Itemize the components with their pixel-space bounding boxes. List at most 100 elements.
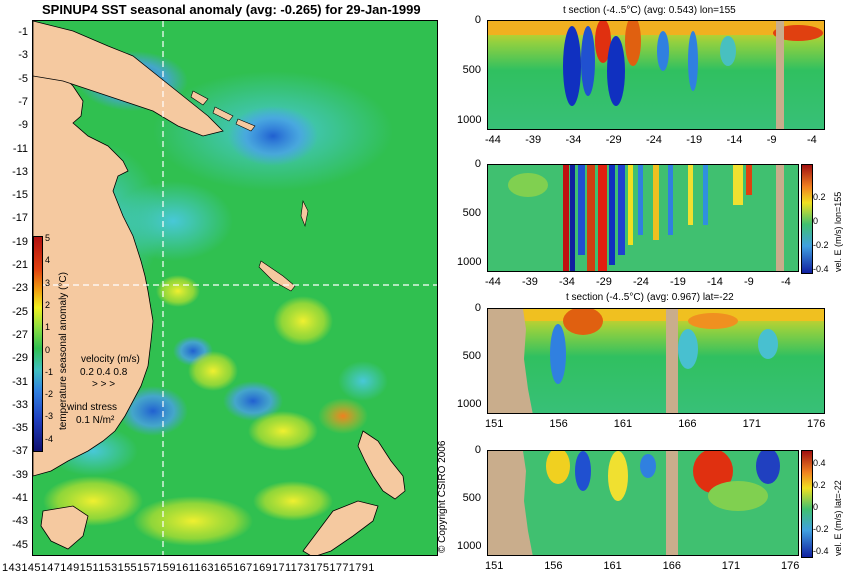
x-tick-label: -39 [525,134,542,146]
colorbar-tick-label: 0.2 [813,192,826,202]
latitude-tick-label: -45 [12,538,28,551]
x-tick-label: 151 [485,560,504,572]
t-section-lat-title: t section (-4..5°C) (avg: 0.967) lat=-22 [566,292,734,303]
latitude-tick-label: -7 [18,95,28,108]
v-section-lon-graphic [488,165,798,271]
x-tick-label: 171 [742,418,761,430]
depth-tick-label: 1000 [457,398,482,410]
colorbar-tick-label: 0 [813,502,819,512]
x-tick-label: -29 [605,134,622,146]
x-tick-label: -9 [744,276,754,288]
latitude-tick-label: -33 [12,398,28,411]
x-tick-label: -14 [707,276,723,288]
main-map-title: SPINUP4 SST seasonal anomaly (avg: -0.26… [42,2,421,17]
x-tick-label: 171 [721,560,741,572]
depth-tick-label: 1000 [457,256,482,268]
depth-tick-label: 1000 [457,114,482,126]
wind-legend-title: wind stress [67,402,118,413]
latitude-tick-label: -35 [12,422,28,435]
depth-tick-label: 0 [474,14,481,26]
velocity-legend-title: velocity (m/s) [81,354,140,365]
x-tick-label: -34 [565,134,582,146]
colorbar-tick-label: 1 [45,322,51,333]
colorbar-tick-label: -0.2 [813,240,829,250]
sst-colorbar [33,236,43,452]
v-section-lat-panel [487,450,799,556]
depth-tick-label: 500 [462,492,481,504]
longitude-axis-labels: 1431451471491511531551571591611631651671… [2,562,375,574]
latitude-tick-label: -41 [12,492,28,504]
colorbar-tick-label: 0 [45,344,51,355]
depth-tick-label: 500 [462,350,481,362]
x-tick-label: 166 [678,418,697,430]
v-lat-colorbar-label: vel. E (m/s) lat=-22 [833,480,843,556]
depth-tick-label: 500 [462,207,481,219]
latitude-tick-label: -31 [12,375,28,388]
x-tick-label: 151 [485,418,504,430]
colorbar-tick-label: -0.4 [813,264,829,274]
latitude-tick-label: -43 [12,515,28,528]
x-tick-label: 166 [662,560,681,572]
colorbar-tick-label: 0 [813,216,819,226]
latitude-tick-label: -3 [18,49,28,62]
colorbar-tick-label: 4 [45,255,51,266]
x-tick-label: -19 [686,134,703,146]
x-tick-label: -19 [670,276,686,288]
latitude-tick-label: -27 [12,328,28,341]
latitude-tick-label: -5 [18,72,28,85]
colorbar-tick-label: 0.2 [813,480,826,490]
t-section-lon-panel [487,20,825,130]
sst-map-graphic [33,21,437,555]
x-tick-label: -4 [807,134,817,146]
latitude-tick-label: -25 [12,305,28,318]
latitude-tick-label: -39 [12,468,28,481]
colorbar-tick-label: 5 [45,233,51,243]
depth-tick-label: 0 [474,158,481,170]
colorbar-tick-label: -1 [45,366,54,377]
velocity-legend-arrows: > > > [92,379,116,390]
colorbar-tick-label: -3 [45,411,54,422]
x-tick-label: -24 [646,134,662,146]
latitude-tick-label: -1 [18,26,28,38]
v-lon-colorbar [801,164,813,274]
latitude-tick-label: -37 [12,445,28,458]
depth-tick-label: 1000 [457,540,482,552]
latitude-tick-label: -11 [12,142,28,155]
latitude-tick-label: -29 [12,352,28,365]
colorbar-tick-label: -0.4 [813,546,829,556]
x-tick-label: -34 [559,276,575,288]
colorbar-tick-label: 2 [45,299,51,310]
latitude-tick-label: -15 [12,189,28,202]
t-section-lat-graphic [488,309,824,413]
v-section-lat-graphic [488,451,798,555]
x-tick-label: 176 [807,418,826,430]
t-section-lon-title: t section (-4..5°C) (avg: 0.543) lon=155 [563,5,736,16]
x-tick-label: -39 [522,276,538,288]
velocity-legend-scale: 0.2 0.4 0.8 [80,367,128,378]
sst-anomaly-map [32,20,438,556]
x-tick-label: -44 [485,276,501,288]
latitude-tick-label: -17 [12,212,28,225]
x-tick-label: 176 [781,560,800,572]
latitude-tick-label: -21 [12,259,28,271]
colorbar-tick-label: -0.2 [813,524,829,534]
x-tick-label: -44 [485,134,501,146]
x-tick-label: -14 [726,134,743,146]
colorbar-tick-label: 3 [45,277,51,288]
t-section-lon-graphic [488,21,824,129]
colorbar-tick-label: -2 [45,389,54,400]
t-section-lat-panel [487,308,825,414]
depth-tick-label: 500 [462,64,481,76]
latitude-tick-label: -19 [12,235,28,248]
copyright-text: © Copyright CSIRO 2006 [437,440,448,553]
x-tick-label: 156 [544,560,563,572]
x-tick-label: -29 [596,276,612,288]
x-tick-label: 161 [603,560,622,572]
colorbar-tick-label: -4 [45,433,54,444]
x-tick-label: 156 [549,418,568,430]
depth-tick-label: 0 [474,302,481,314]
latitude-tick-label: -23 [12,282,28,295]
latitude-tick-label: -13 [12,165,28,178]
wind-legend-scale: 0.1 N/m² [76,415,115,426]
latitude-tick-label: -9 [18,119,28,132]
